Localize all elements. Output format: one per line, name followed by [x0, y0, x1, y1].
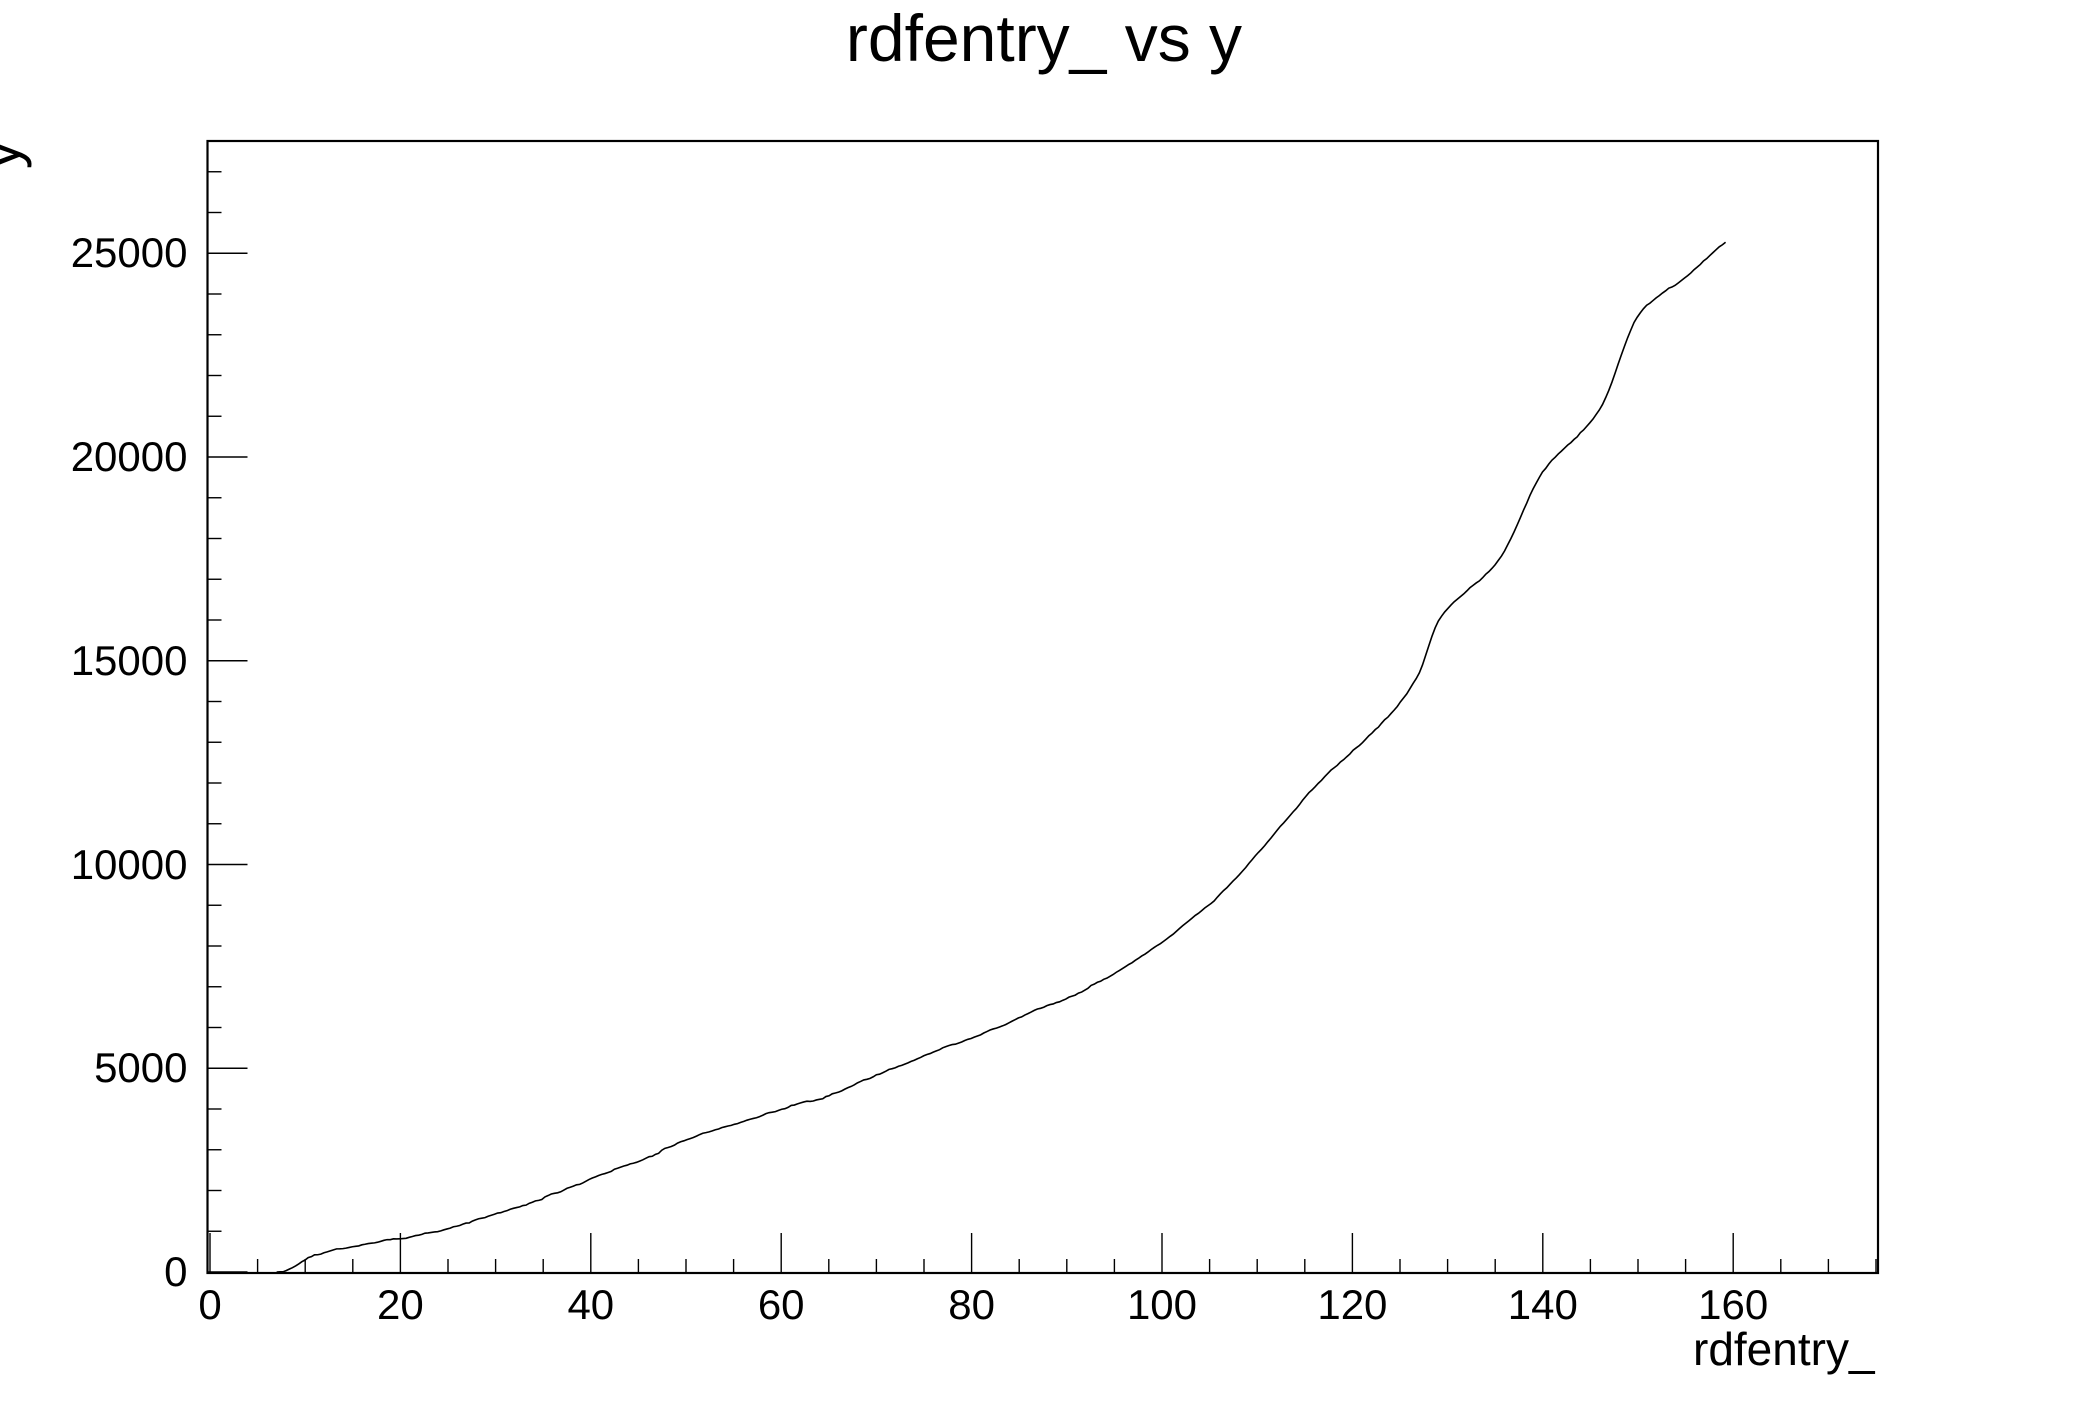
svg-text:y: y: [0, 140, 32, 169]
